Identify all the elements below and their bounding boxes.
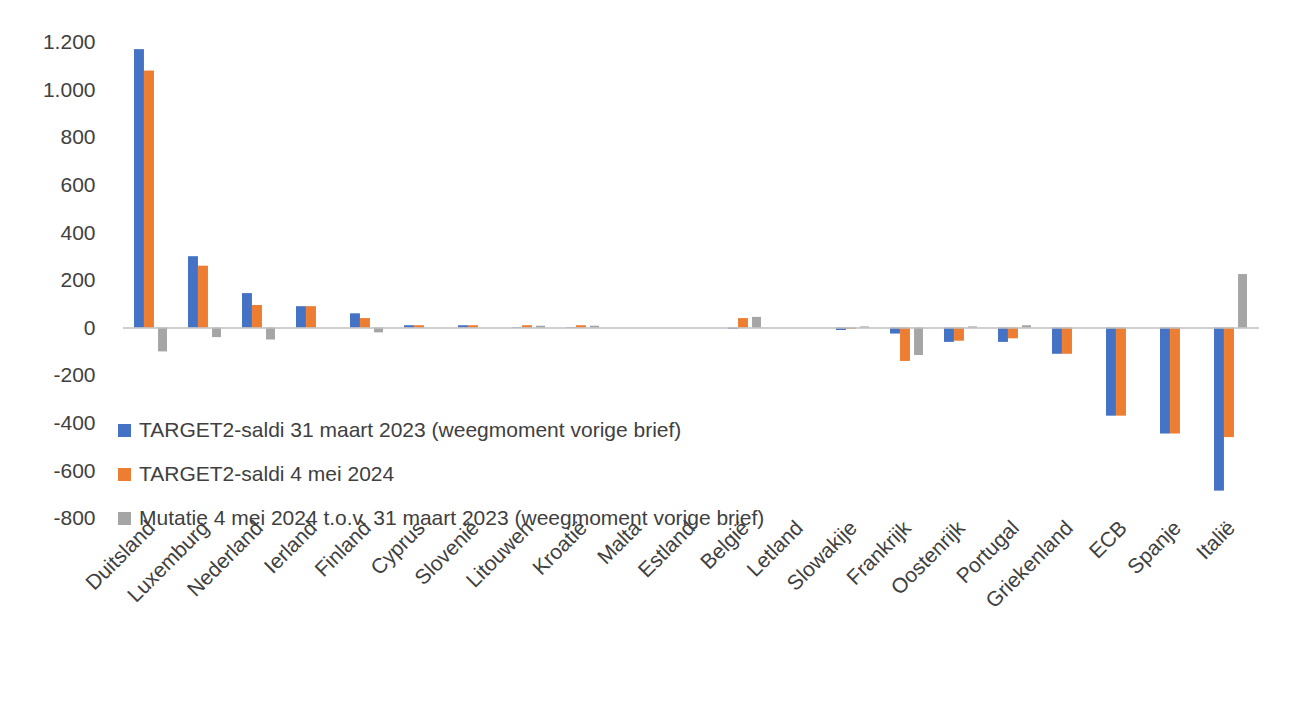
svg-text:Nederland: Nederland xyxy=(182,515,268,601)
svg-text:0: 0 xyxy=(84,316,96,339)
svg-text:1.000: 1.000 xyxy=(43,78,96,101)
svg-text:-400: -400 xyxy=(53,411,95,434)
svg-text:Ierland: Ierland xyxy=(259,515,322,578)
html-text:TARGET2-saldi 31 maart 2023 (w: TARGET2-saldi 31 maart 2023 (weegmoment … xyxy=(139,418,682,441)
svg-text:600: 600 xyxy=(60,173,95,196)
svg-text:800: 800 xyxy=(60,125,95,148)
svg-text:-600: -600 xyxy=(53,459,95,482)
html-text:Mutatie 4 mei 2024 t.o.v. 31 m: Mutatie 4 mei 2024 t.o.v. 31 maart 2023 … xyxy=(139,506,765,529)
svg-text:Griekenland: Griekenland xyxy=(981,516,1077,612)
svg-text:Spanje: Spanje xyxy=(1123,516,1186,579)
svg-text:-800: -800 xyxy=(53,506,95,529)
svg-text:Frankrijk: Frankrijk xyxy=(841,515,916,589)
svg-text:200: 200 xyxy=(60,268,95,291)
svg-text:Luxemburg: Luxemburg xyxy=(122,515,214,607)
svg-text:400: 400 xyxy=(60,221,95,244)
svg-text:Italië: Italië xyxy=(1191,516,1239,564)
svg-text:Duitsland: Duitsland xyxy=(80,515,160,594)
svg-text:Letland: Letland xyxy=(742,515,808,581)
svg-text:Litouwen: Litouwen xyxy=(461,515,538,592)
svg-text:Finland: Finland xyxy=(310,515,376,581)
svg-text:ECB: ECB xyxy=(1084,516,1131,563)
svg-text:Portugal: Portugal xyxy=(951,515,1024,588)
svg-text:Oostenrijk: Oostenrijk xyxy=(886,515,969,598)
svg-text:Estland: Estland xyxy=(633,515,700,582)
svg-text:1.200: 1.200 xyxy=(43,30,96,53)
svg-text:-200: -200 xyxy=(53,363,95,386)
svg-text:Kroatië: Kroatië xyxy=(527,515,592,580)
html-text:TARGET2-saldi 4 mei 2024: TARGET2-saldi 4 mei 2024 xyxy=(139,462,395,485)
svg-text:Slowakije: Slowakije xyxy=(782,516,861,595)
